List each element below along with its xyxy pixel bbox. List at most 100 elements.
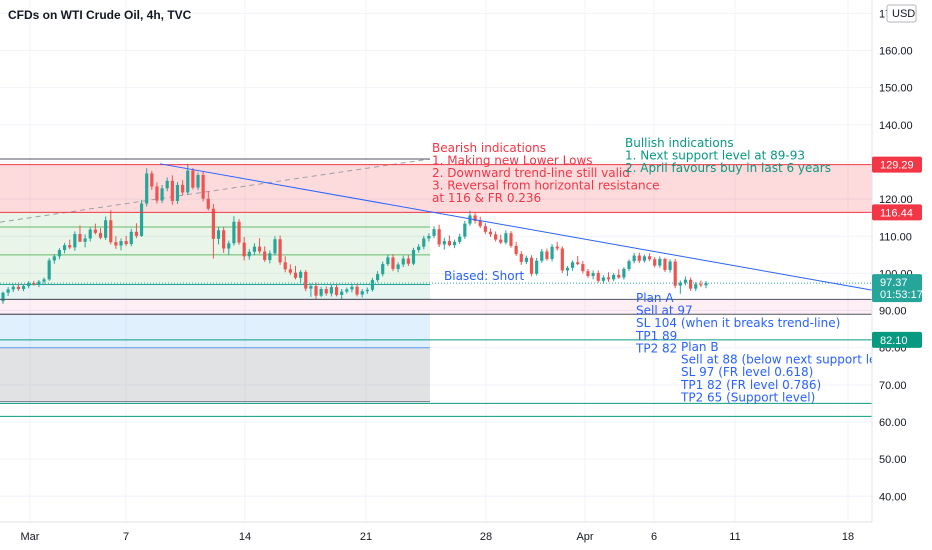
price-tick-label: 70.00 [879, 380, 907, 392]
candle-body [427, 235, 431, 239]
candle-body [263, 251, 267, 261]
candle-body [175, 184, 180, 201]
candle-body [93, 229, 97, 233]
candle-body [165, 180, 169, 189]
fib-zone [0, 347, 430, 402]
candle-body [673, 261, 677, 286]
candle-body [596, 273, 600, 281]
candle-body [586, 271, 590, 277]
candle-body [663, 258, 667, 271]
price-axis[interactable]: 170.00160.00150.00140.00130.00120.00110.… [871, 0, 932, 550]
price-tick-label: 160.00 [879, 46, 913, 58]
candle-body [514, 245, 518, 255]
candle-body [365, 289, 369, 292]
candle-body [114, 242, 118, 246]
fib-zone [0, 299, 872, 315]
candlestick-series [1, 163, 708, 304]
candle-body [437, 229, 441, 245]
candle-body [555, 246, 559, 249]
candle-body [535, 260, 539, 274]
candle-body [268, 253, 272, 261]
annotation-line: TP2 65 (Support level) [680, 390, 815, 404]
candle-body [42, 279, 46, 282]
time-axis-bg [0, 522, 932, 550]
candle-body [124, 241, 128, 245]
candle-body [468, 215, 472, 224]
candle-body [452, 241, 457, 246]
candle-body [109, 220, 113, 243]
annotation-line: Bearish indications [432, 141, 546, 155]
fib-zone [0, 314, 430, 348]
candle-body [52, 256, 56, 261]
price-tag [872, 204, 922, 221]
candle-body [350, 286, 354, 290]
candle-body [678, 282, 682, 286]
time-tick-label: 18 [842, 531, 854, 543]
drawing-lines [0, 158, 873, 417]
candle-body [257, 246, 262, 252]
candle-body [78, 234, 82, 242]
price-tag [872, 331, 922, 348]
candle-body [581, 264, 585, 272]
time-tick-label: 6 [651, 531, 657, 543]
price-tick-label: 40.00 [879, 491, 907, 503]
time-tick-label: 21 [360, 531, 372, 543]
candle-body [242, 242, 246, 257]
candle-body [88, 229, 92, 239]
candle-body [170, 180, 174, 201]
candle-body [417, 246, 421, 250]
candle-body [278, 239, 282, 263]
candle-body [576, 262, 580, 265]
currency-badge[interactable] [886, 4, 917, 23]
candle-body [57, 249, 62, 257]
annotation-line: SL 104 (when it breaks trend-line) [636, 316, 840, 330]
candle-body [160, 188, 164, 201]
candle-body [591, 273, 595, 277]
candle-body [689, 279, 693, 289]
candle-body [293, 272, 298, 278]
last-price-tag [872, 274, 922, 303]
fib-zone [0, 284, 430, 300]
candle-body [617, 274, 621, 278]
candle-body [391, 257, 395, 269]
candle-body [288, 269, 292, 273]
time-tick-label: 7 [123, 531, 129, 543]
candle-body [309, 286, 313, 289]
candle-body [139, 203, 144, 236]
candle-body [83, 238, 87, 242]
price-tick-label: 120.00 [879, 194, 913, 206]
candle-body [191, 170, 195, 188]
candle-body [683, 279, 688, 283]
candle-body [6, 289, 10, 293]
time-axis[interactable]: Mar 7 14 21 28 Apr 6 11 18 [0, 521, 932, 550]
candle-body [299, 271, 303, 278]
candle-body [463, 223, 467, 237]
price-tag-label: 129.29 [880, 160, 914, 172]
annotation-line: Sell at 97 [636, 304, 693, 318]
candle-body [499, 239, 503, 243]
candle-body [570, 262, 575, 268]
candle-body [622, 268, 626, 278]
candle-body [314, 286, 318, 296]
annotation-line: Plan A [636, 291, 674, 305]
candle-body [406, 258, 410, 264]
candle-body [227, 243, 231, 249]
candle-body [411, 249, 416, 264]
candle-body [16, 286, 20, 290]
candle-body [381, 264, 385, 275]
time-tick-label: Apr [576, 531, 593, 543]
bias-label[interactable]: Biased: Short [444, 269, 525, 283]
candle-body [488, 231, 493, 235]
candle-body [504, 233, 508, 243]
candle-body [283, 262, 287, 270]
candle-body [196, 174, 200, 188]
candle-body [47, 260, 51, 280]
candle-body [386, 257, 390, 265]
price-tick-label: 110.00 [879, 231, 912, 243]
price-tick-label: 60.00 [879, 417, 907, 429]
